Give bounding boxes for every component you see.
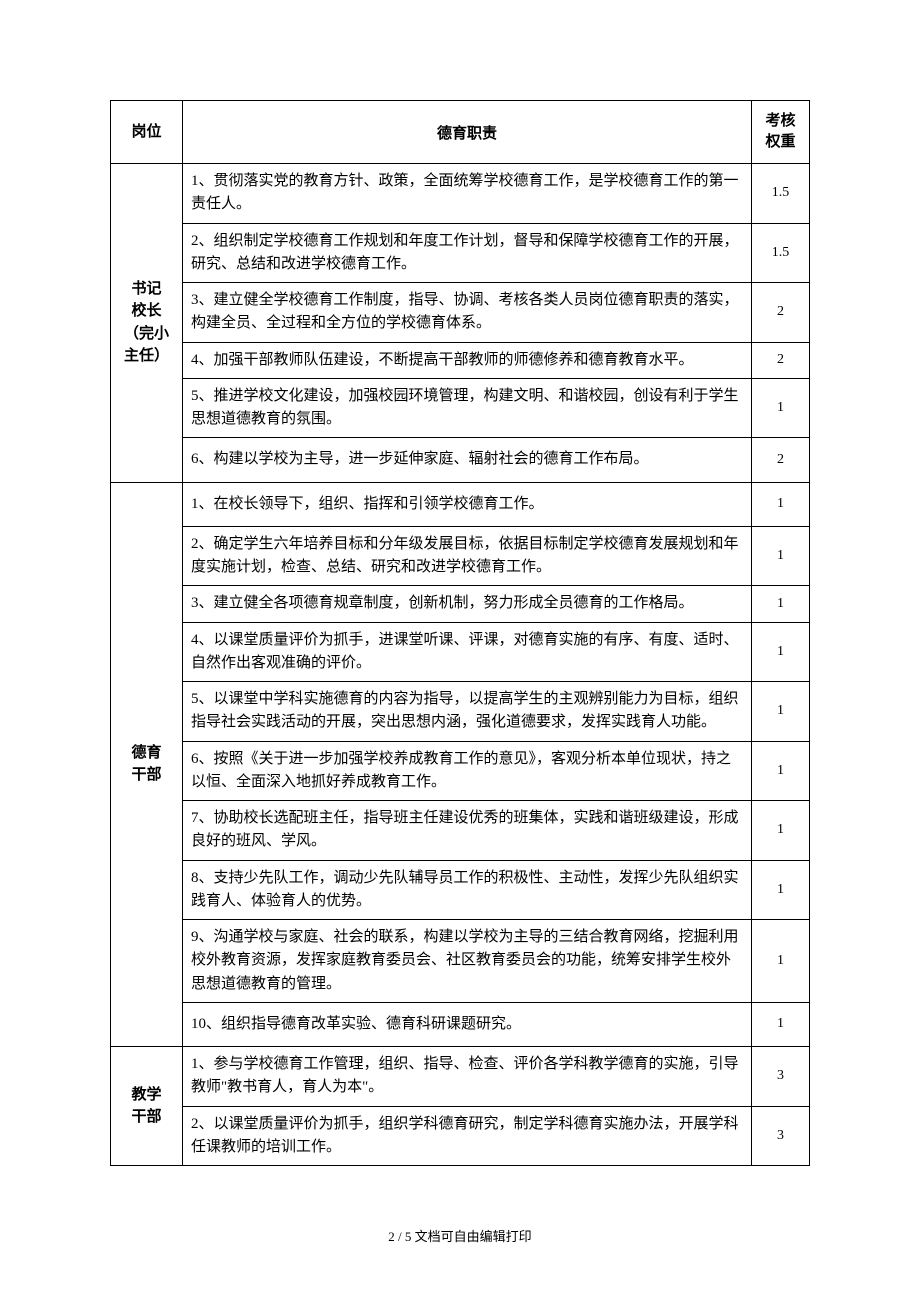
weight-cell: 2 bbox=[752, 438, 810, 482]
weight-cell: 1.5 bbox=[752, 164, 810, 224]
duty-cell: 6、按照《关于进一步加强学校养成教育工作的意见》，客观分析本单位现状，持之以恒、… bbox=[183, 741, 752, 801]
table-row: 3、建立健全各项德育规章制度，创新机制，努力形成全员德育的工作格局。1 bbox=[111, 586, 810, 622]
duty-cell: 5、以课堂中学科实施德育的内容为指导，以提高学生的主观辨别能力为目标，组织指导社… bbox=[183, 682, 752, 742]
weight-cell: 2 bbox=[752, 283, 810, 343]
table-row: 9、沟通学校与家庭、社会的联系，构建以学校为主导的三结合教育网络，挖掘利用校外教… bbox=[111, 920, 810, 1003]
table-row: 4、加强干部教师队伍建设，不断提高干部教师的师德修养和德育教育水平。2 bbox=[111, 342, 810, 378]
page-number: 2 / 5 bbox=[388, 1229, 411, 1244]
weight-cell: 2 bbox=[752, 342, 810, 378]
weight-cell: 1 bbox=[752, 1002, 810, 1046]
footer-note: 文档可自由编辑打印 bbox=[411, 1229, 531, 1244]
table-row: 2、组织制定学校德育工作规划和年度工作计划，督导和保障学校德育工作的开展，研究、… bbox=[111, 223, 810, 283]
header-position: 岗位 bbox=[111, 101, 183, 164]
position-cell: 教学 干部 bbox=[111, 1047, 183, 1166]
duty-cell: 5、推进学校文化建设，加强校园环境管理，构建文明、和谐校园，创设有利于学生思想道… bbox=[183, 378, 752, 438]
page-footer: 2 / 5 文档可自由编辑打印 bbox=[110, 1226, 810, 1245]
weight-cell: 3 bbox=[752, 1106, 810, 1166]
weight-cell: 1 bbox=[752, 586, 810, 622]
position-cell: 德育 干部 bbox=[111, 482, 183, 1047]
duty-cell: 2、组织制定学校德育工作规划和年度工作计划，督导和保障学校德育工作的开展，研究、… bbox=[183, 223, 752, 283]
table-row: 书记 校长 （完小 主任）1、贯彻落实党的教育方针、政策，全面统筹学校德育工作，… bbox=[111, 164, 810, 224]
table-row: 7、协助校长选配班主任，指导班主任建设优秀的班集体，实践和谐班级建设，形成良好的… bbox=[111, 801, 810, 861]
duty-cell: 7、协助校长选配班主任，指导班主任建设优秀的班集体，实践和谐班级建设，形成良好的… bbox=[183, 801, 752, 861]
weight-cell: 1 bbox=[752, 378, 810, 438]
duty-cell: 9、沟通学校与家庭、社会的联系，构建以学校为主导的三结合教育网络，挖掘利用校外教… bbox=[183, 920, 752, 1003]
table-row: 4、以课堂质量评价为抓手，进课堂听课、评课，对德育实施的有序、有度、适时、自然作… bbox=[111, 622, 810, 682]
duty-cell: 1、参与学校德育工作管理，组织、指导、检查、评价各学科教学德育的实施，引导教师"… bbox=[183, 1047, 752, 1107]
table-row: 6、构建以学校为主导，进一步延伸家庭、辐射社会的德育工作布局。2 bbox=[111, 438, 810, 482]
weight-cell: 1 bbox=[752, 622, 810, 682]
duty-cell: 3、建立健全学校德育工作制度，指导、协调、考核各类人员岗位德育职责的落实，构建全… bbox=[183, 283, 752, 343]
position-cell: 书记 校长 （完小 主任） bbox=[111, 164, 183, 483]
table-row: 教学 干部1、参与学校德育工作管理，组织、指导、检查、评价各学科教学德育的实施，… bbox=[111, 1047, 810, 1107]
duty-cell: 3、建立健全各项德育规章制度，创新机制，努力形成全员德育的工作格局。 bbox=[183, 586, 752, 622]
duty-cell: 2、确定学生六年培养目标和分年级发展目标，依据目标制定学校德育发展规划和年度实施… bbox=[183, 526, 752, 586]
table-row: 8、支持少先队工作，调动少先队辅导员工作的积极性、主动性，发挥少先队组织实践育人… bbox=[111, 860, 810, 920]
weight-cell: 1 bbox=[752, 920, 810, 1003]
table-row: 5、以课堂中学科实施德育的内容为指导，以提高学生的主观辨别能力为目标，组织指导社… bbox=[111, 682, 810, 742]
duty-table: 岗位德育职责考核 权重书记 校长 （完小 主任）1、贯彻落实党的教育方针、政策，… bbox=[110, 100, 810, 1166]
duty-cell: 4、加强干部教师队伍建设，不断提高干部教师的师德修养和德育教育水平。 bbox=[183, 342, 752, 378]
table-row: 德育 干部1、在校长领导下，组织、指挥和引领学校德育工作。1 bbox=[111, 482, 810, 526]
header-weight: 考核 权重 bbox=[752, 101, 810, 164]
weight-cell: 1 bbox=[752, 682, 810, 742]
table-row: 10、组织指导德育改革实验、德育科研课题研究。1 bbox=[111, 1002, 810, 1046]
duty-cell: 2、以课堂质量评价为抓手，组织学科德育研究，制定学科德育实施办法，开展学科任课教… bbox=[183, 1106, 752, 1166]
weight-cell: 1 bbox=[752, 860, 810, 920]
weight-cell: 1 bbox=[752, 482, 810, 526]
duty-cell: 4、以课堂质量评价为抓手，进课堂听课、评课，对德育实施的有序、有度、适时、自然作… bbox=[183, 622, 752, 682]
header-duty: 德育职责 bbox=[183, 101, 752, 164]
weight-cell: 1 bbox=[752, 526, 810, 586]
weight-cell: 1.5 bbox=[752, 223, 810, 283]
table-row: 2、确定学生六年培养目标和分年级发展目标，依据目标制定学校德育发展规划和年度实施… bbox=[111, 526, 810, 586]
duty-cell: 1、贯彻落实党的教育方针、政策，全面统筹学校德育工作，是学校德育工作的第一责任人… bbox=[183, 164, 752, 224]
duty-cell: 1、在校长领导下，组织、指挥和引领学校德育工作。 bbox=[183, 482, 752, 526]
table-row: 2、以课堂质量评价为抓手，组织学科德育研究，制定学科德育实施办法，开展学科任课教… bbox=[111, 1106, 810, 1166]
weight-cell: 1 bbox=[752, 801, 810, 861]
weight-cell: 3 bbox=[752, 1047, 810, 1107]
duty-cell: 8、支持少先队工作，调动少先队辅导员工作的积极性、主动性，发挥少先队组织实践育人… bbox=[183, 860, 752, 920]
table-row: 3、建立健全学校德育工作制度，指导、协调、考核各类人员岗位德育职责的落实，构建全… bbox=[111, 283, 810, 343]
duty-cell: 6、构建以学校为主导，进一步延伸家庭、辐射社会的德育工作布局。 bbox=[183, 438, 752, 482]
duty-cell: 10、组织指导德育改革实验、德育科研课题研究。 bbox=[183, 1002, 752, 1046]
table-row: 5、推进学校文化建设，加强校园环境管理，构建文明、和谐校园，创设有利于学生思想道… bbox=[111, 378, 810, 438]
weight-cell: 1 bbox=[752, 741, 810, 801]
table-row: 6、按照《关于进一步加强学校养成教育工作的意见》，客观分析本单位现状，持之以恒、… bbox=[111, 741, 810, 801]
